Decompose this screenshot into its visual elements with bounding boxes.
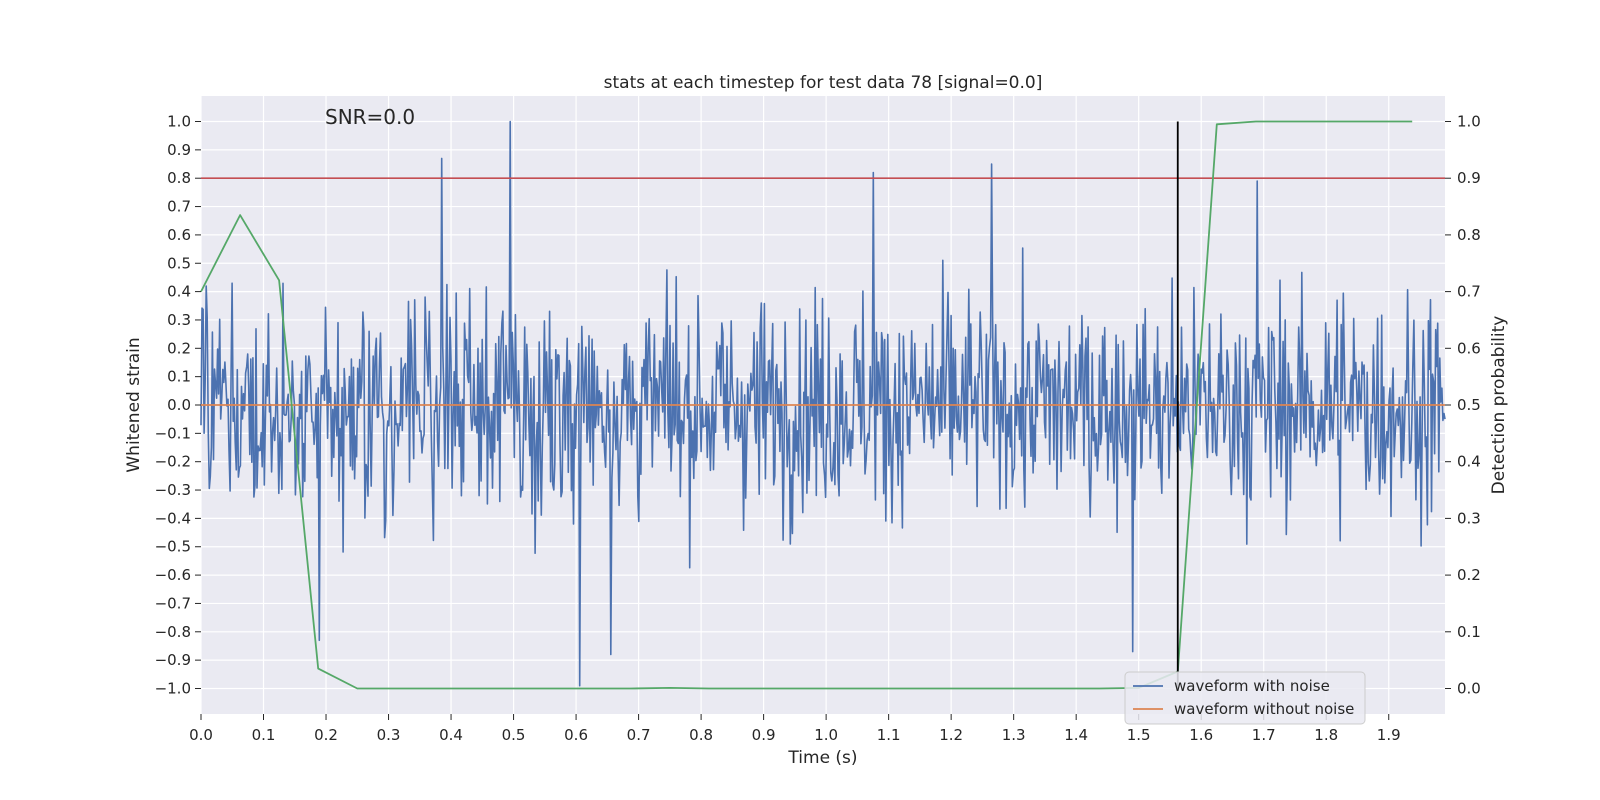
y-tick-label: −0.4 xyxy=(155,509,191,527)
y2-tick-label: 0.9 xyxy=(1457,169,1481,187)
y-tick-label: −0.9 xyxy=(155,651,191,669)
series-line-waveform-with-noise xyxy=(200,120,1446,687)
y2-tick-label: 0.4 xyxy=(1457,453,1481,471)
x-tick-label: 1.0 xyxy=(814,726,838,744)
x-tick-label: 1.4 xyxy=(1064,726,1088,744)
x-tick-label: 0.7 xyxy=(627,726,651,744)
legend-box xyxy=(1124,671,1366,725)
y-tick-label: 0.4 xyxy=(167,283,191,301)
y-tick-label: −0.5 xyxy=(155,538,191,556)
y2-tick-label: 0.6 xyxy=(1457,339,1481,357)
y2-tick-label: 0.5 xyxy=(1457,396,1481,414)
y-tick-label: 0.1 xyxy=(167,368,191,386)
x-tick-label: 1.1 xyxy=(877,726,901,744)
y2-tick-label: 1.0 xyxy=(1457,113,1481,131)
y-axis-ticks: 1.0 0.9 0.8 0.7 0.6 0.5 0.4 0.3 0.2 0.1 0.0 −0.1 −0.… xyxy=(155,113,201,697)
y-tick-label: 0.0 xyxy=(167,396,191,414)
legend: waveform with noise waveform without noi… xyxy=(1124,671,1366,725)
y2-axis-ticks: 1.0 0.9 0.8 0.7 0.6 0.5 0.4 0.3 0.2 0.1 0.0 xyxy=(1445,113,1481,697)
x-tick-label: 1.8 xyxy=(1314,726,1338,744)
x-tick-label: 1.2 xyxy=(939,726,963,744)
x-tick-label: 0.5 xyxy=(502,726,526,744)
x-tick-label: 0.2 xyxy=(314,726,338,744)
y-tick-label: 0.6 xyxy=(167,226,191,244)
y-tick-label: 0.2 xyxy=(167,339,191,357)
y-tick-label: 0.7 xyxy=(167,198,191,216)
x-tick-label: 0.8 xyxy=(689,726,713,744)
y-tick-label: −0.3 xyxy=(155,481,191,499)
x-axis-ticks: 0.0 0.1 0.2 0.3 0.4 0.5 0.6 0.7 0.8 0.9 1.0 1.1 1.2 1… xyxy=(189,714,1401,744)
x-tick-label: 0.1 xyxy=(252,726,276,744)
x-axis-label: Time (s) xyxy=(787,748,857,768)
y2-tick-label: 0.7 xyxy=(1457,283,1481,301)
x-tick-label: 0.6 xyxy=(564,726,588,744)
x-tick-label: 1.5 xyxy=(1127,726,1151,744)
legend-label-noise: waveform with noise xyxy=(1174,677,1330,695)
y2-tick-label: 0.8 xyxy=(1457,226,1481,244)
legend-label-clean: waveform without noise xyxy=(1174,700,1354,718)
y-tick-label: 0.5 xyxy=(167,254,191,272)
y-tick-label: −0.7 xyxy=(155,594,191,612)
series-group xyxy=(200,120,1446,690)
x-tick-label: 0.0 xyxy=(189,726,213,744)
x-tick-label: 1.7 xyxy=(1252,726,1276,744)
x-tick-label: 1.6 xyxy=(1189,726,1213,744)
y2-tick-label: 0.1 xyxy=(1457,623,1481,641)
y-tick-label: 0.8 xyxy=(167,169,191,187)
x-tick-label: 1.3 xyxy=(1002,726,1026,744)
y2-axis-label: Detection probability xyxy=(1489,316,1509,495)
y-tick-label: −0.1 xyxy=(155,424,191,442)
y-tick-label: −0.6 xyxy=(155,566,191,584)
x-tick-label: 0.3 xyxy=(377,726,401,744)
y-tick-label: −0.8 xyxy=(155,623,191,641)
y2-tick-label: 0.3 xyxy=(1457,509,1481,527)
snr-annotation: SNR=0.0 xyxy=(325,105,415,129)
chart-title: stats at each timestep for test data 78 … xyxy=(604,73,1043,93)
x-tick-label: 1.9 xyxy=(1377,726,1401,744)
y-tick-label: 0.9 xyxy=(167,141,191,159)
y-tick-label: 0.3 xyxy=(167,311,191,329)
y2-tick-label: 0.0 xyxy=(1457,679,1481,697)
y-axis-label: Whitened strain xyxy=(124,337,144,472)
series-line-detection-probability xyxy=(200,120,1413,690)
y-tick-label: −0.2 xyxy=(155,453,191,471)
y-tick-label: 1.0 xyxy=(167,113,191,131)
x-tick-label: 0.4 xyxy=(439,726,463,744)
y2-tick-label: 0.2 xyxy=(1457,566,1481,584)
y-tick-label: −1.0 xyxy=(155,679,191,697)
x-tick-label: 0.9 xyxy=(752,726,776,744)
